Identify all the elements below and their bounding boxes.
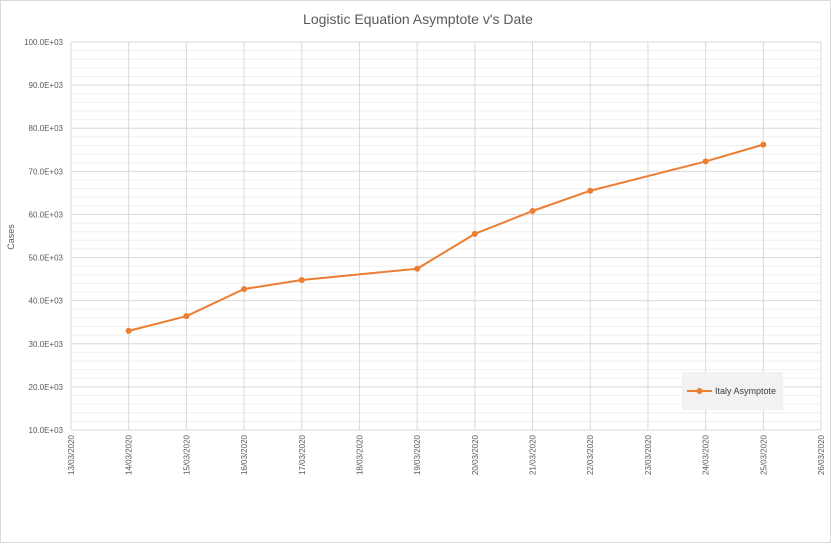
y-tick-label: 50.0E+03: [29, 254, 64, 263]
y-tick-label: 20.0E+03: [29, 383, 64, 392]
x-tick-label: 20/03/2020: [471, 434, 480, 475]
x-tick-label: 21/03/2020: [529, 434, 538, 475]
x-tick-label: 24/03/2020: [702, 434, 711, 475]
data-point: [414, 265, 421, 272]
series-layer: [125, 141, 767, 334]
y-tick-label: 90.0E+03: [29, 81, 64, 90]
series-line: [128, 143, 764, 332]
legend-point-marker: [696, 388, 703, 394]
data-point: [702, 158, 709, 165]
data-point: [471, 230, 478, 237]
y-tick-label: 80.0E+03: [29, 124, 64, 133]
x-tick-label: 15/03/2020: [182, 434, 191, 475]
y-axis-tick-labels: 10.0E+03 20.0E+03 30.0E+03 40.0E+03 50.0E+03…: [24, 38, 63, 435]
x-tick-label: 22/03/2020: [586, 434, 595, 475]
data-point: [298, 276, 305, 283]
legend: Italy Asymptote: [682, 372, 783, 410]
data-point: [760, 141, 767, 148]
minor-gridlines: [71, 50, 821, 422]
y-tick-label: 30.0E+03: [29, 340, 64, 349]
legend-label: Italy Asymptote: [715, 386, 776, 396]
x-tick-label: 25/03/2020: [759, 434, 768, 475]
y-tick-label: 10.0E+03: [29, 426, 64, 435]
major-gridlines: [70, 41, 822, 431]
x-tick-label: 26/03/2020: [817, 434, 826, 475]
data-point: [529, 207, 536, 214]
data-point: [125, 327, 132, 334]
y-tick-label: 70.0E+03: [29, 167, 64, 176]
x-axis-tick-labels: 13/03/2020 14/03/2020 15/03/2020 16/03/2020…: [67, 434, 826, 475]
y-axis-label: Cases: [6, 224, 16, 250]
y-tick-label: 40.0E+03: [29, 297, 64, 306]
x-tick-label: 14/03/2020: [125, 434, 134, 475]
data-point: [241, 286, 248, 293]
chart-title: Logistic Equation Asymptote v's Date: [303, 11, 533, 27]
x-tick-label: 17/03/2020: [298, 434, 307, 475]
data-point: [587, 187, 594, 194]
data-point: [183, 313, 190, 320]
x-tick-label: 19/03/2020: [413, 434, 422, 475]
x-tick-label: 16/03/2020: [240, 434, 249, 475]
y-tick-label: 100.0E+03: [24, 38, 63, 47]
y-tick-label: 60.0E+03: [29, 210, 64, 219]
x-tick-label: 13/03/2020: [67, 434, 76, 475]
x-tick-label: 18/03/2020: [355, 434, 364, 475]
x-tick-label: 23/03/2020: [644, 434, 653, 475]
